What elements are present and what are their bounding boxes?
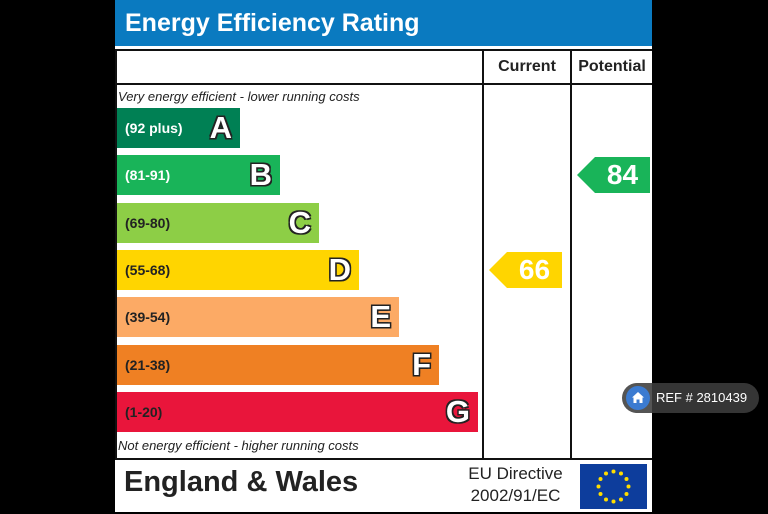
grid-line-potential xyxy=(570,49,572,460)
band-letter: C xyxy=(288,205,311,240)
current-rating-value: 66 xyxy=(518,254,551,285)
grid-line-bottom xyxy=(115,458,652,460)
grid-line-left xyxy=(115,49,117,460)
band-range-label: (69-80) xyxy=(125,215,171,231)
band-letter: A xyxy=(209,110,232,145)
current-rating-arrow: 66 xyxy=(489,252,562,288)
top-note: Very energy efficient - lower running co… xyxy=(118,89,360,104)
band-d: (55-68) D xyxy=(117,250,359,290)
epc-card: Energy Efficiency Rating Current Potenti… xyxy=(115,0,652,512)
band-range-label: (39-54) xyxy=(125,309,171,325)
eu-flag-icon xyxy=(580,464,647,509)
home-icon xyxy=(626,386,650,410)
grid-line-top xyxy=(115,49,652,51)
grid-line-current xyxy=(482,49,484,460)
band-letter: B xyxy=(249,157,272,192)
band-letter: F xyxy=(412,347,431,382)
band-range-label: (21-38) xyxy=(125,357,171,373)
grid-line-header xyxy=(115,83,652,85)
directive-line-2: 2002/91/EC xyxy=(470,486,561,505)
potential-column-header: Potential xyxy=(578,58,646,75)
band-a: (92 plus) A xyxy=(117,108,240,148)
band-b: (81-91) B xyxy=(117,155,280,195)
band-c: (69-80) C xyxy=(117,203,319,243)
band-range-label: (92 plus) xyxy=(125,120,183,136)
band-g: (1-20) G xyxy=(117,392,478,432)
band-letter: G xyxy=(445,394,470,429)
current-column-header: Current xyxy=(498,58,556,75)
reference-badge: REF # 2810439 xyxy=(622,383,759,413)
directive-line-1: EU Directive xyxy=(468,464,563,483)
band-letter: D xyxy=(328,252,351,287)
band-e: (39-54) E xyxy=(117,297,399,337)
region-label: England & Wales xyxy=(124,466,359,498)
reference-number: REF # 2810439 xyxy=(656,390,748,405)
band-letter: E xyxy=(370,299,391,334)
chart-title: Energy Efficiency Rating xyxy=(115,0,652,46)
band-range-label: (55-68) xyxy=(125,262,171,278)
directive-label: EU Directive 2002/91/EC xyxy=(458,463,573,507)
band-range-label: (1-20) xyxy=(125,404,163,420)
potential-rating-arrow: 84 xyxy=(577,157,650,193)
band-range-label: (81-91) xyxy=(125,167,171,183)
potential-rating-value: 84 xyxy=(606,159,639,190)
band-f: (21-38) F xyxy=(117,345,439,385)
bottom-note: Not energy efficient - higher running co… xyxy=(118,438,359,453)
